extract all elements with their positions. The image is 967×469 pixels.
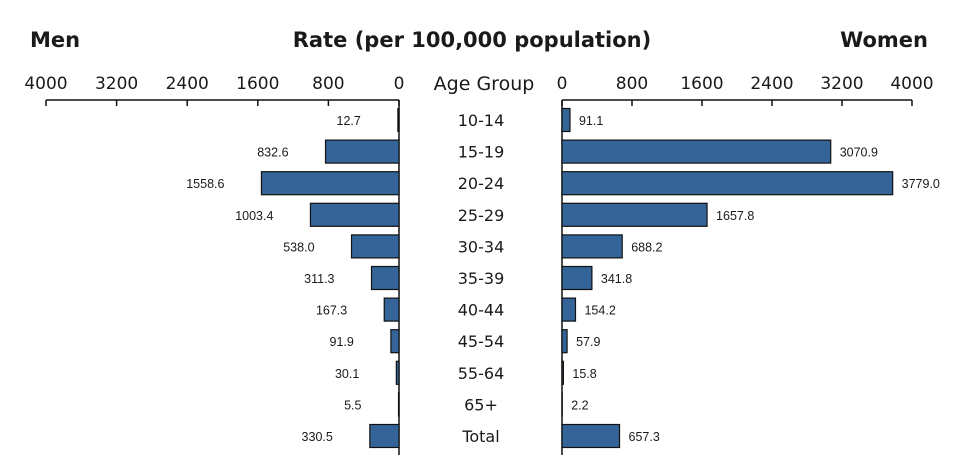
women-value-label: 57.9 <box>576 335 600 349</box>
women-tick-label: 800 <box>616 74 648 94</box>
women-value-label: 657.3 <box>629 430 660 444</box>
age-group-label: 45-54 <box>458 332 505 351</box>
women-value-label: 15.8 <box>572 367 596 381</box>
women-tick-label: 2400 <box>750 74 793 94</box>
men-bar <box>369 423 400 449</box>
men-tick-label: 1600 <box>236 74 279 94</box>
men-bar <box>370 265 400 291</box>
men-value-label: 1003.4 <box>235 209 273 223</box>
men-value-label: 12.7 <box>337 114 361 128</box>
age-group-label: 40-44 <box>458 301 505 320</box>
women-bar <box>561 423 621 449</box>
women-tick-label: 0 <box>557 74 568 94</box>
men-tick-label: 2400 <box>166 74 209 94</box>
women-bar <box>561 297 577 322</box>
women-label: Women <box>840 28 928 52</box>
women-value-label: 3070.9 <box>840 146 878 160</box>
men-bar <box>383 297 400 322</box>
women-bar <box>561 107 571 133</box>
age-group-label: 35-39 <box>458 269 505 288</box>
women-value-label: 688.2 <box>631 240 662 254</box>
age-group-header: Age Group <box>434 73 535 95</box>
women-value-label: 3779.0 <box>902 177 940 191</box>
age-group-label: 65+ <box>464 395 498 414</box>
men-value-label: 167.3 <box>316 304 347 318</box>
men-bar <box>309 202 400 227</box>
men-tick-label: 4000 <box>24 74 67 94</box>
men-value-label: 1558.6 <box>186 177 224 191</box>
women-axis: 0 800 1600 2400 3200 4000 <box>557 74 934 455</box>
men-bar <box>260 171 400 196</box>
men-bar <box>395 360 400 385</box>
women-bar <box>561 139 832 164</box>
chart-marks: 10-14 12.7 91.1 15-19 832.6 3070.9 20-24 1558.6… <box>186 107 940 449</box>
men-bar <box>350 234 400 259</box>
women-value-label: 154.2 <box>584 304 615 318</box>
men-value-label: 30.1 <box>335 367 359 381</box>
men-value-label: 311.3 <box>304 272 334 286</box>
chart-title: Rate (per 100,000 population) <box>293 28 651 52</box>
women-value-label: 1657.8 <box>716 209 754 223</box>
women-bar <box>561 329 568 354</box>
men-value-label: 91.9 <box>330 335 354 349</box>
age-group-label: 55-64 <box>458 364 505 383</box>
women-tick-label: 4000 <box>890 74 933 94</box>
women-bar <box>561 360 564 385</box>
men-value-label: 330.5 <box>302 430 333 444</box>
women-value-label: 91.1 <box>579 114 603 128</box>
women-value-label: 2.2 <box>571 398 588 412</box>
men-value-label: 5.5 <box>344 398 361 412</box>
men-tick-label: 0 <box>394 74 405 94</box>
women-bar <box>561 202 708 227</box>
men-tick-label: 3200 <box>95 74 138 94</box>
men-value-label: 538.0 <box>283 240 314 254</box>
men-axis: 0 800 1600 2400 3200 4000 <box>24 74 404 455</box>
age-group-label: 15-19 <box>458 143 505 162</box>
age-group-label: 10-14 <box>458 111 505 130</box>
age-group-label: 20-24 <box>458 174 505 193</box>
men-bar <box>390 329 400 354</box>
men-label: Men <box>30 28 80 52</box>
women-value-label: 341.8 <box>601 272 632 286</box>
men-tick-label: 800 <box>312 74 344 94</box>
age-group-label: 25-29 <box>458 206 505 225</box>
men-value-label: 832.6 <box>257 146 288 160</box>
age-group-label: Total <box>461 427 499 446</box>
women-tick-label: 1600 <box>680 74 723 94</box>
women-bar <box>561 234 623 259</box>
age-group-label: 30-34 <box>458 237 505 256</box>
women-bar <box>561 265 593 291</box>
men-bar <box>324 139 400 164</box>
men-bar <box>397 107 400 133</box>
women-tick-label: 3200 <box>820 74 863 94</box>
women-bar <box>561 171 894 196</box>
